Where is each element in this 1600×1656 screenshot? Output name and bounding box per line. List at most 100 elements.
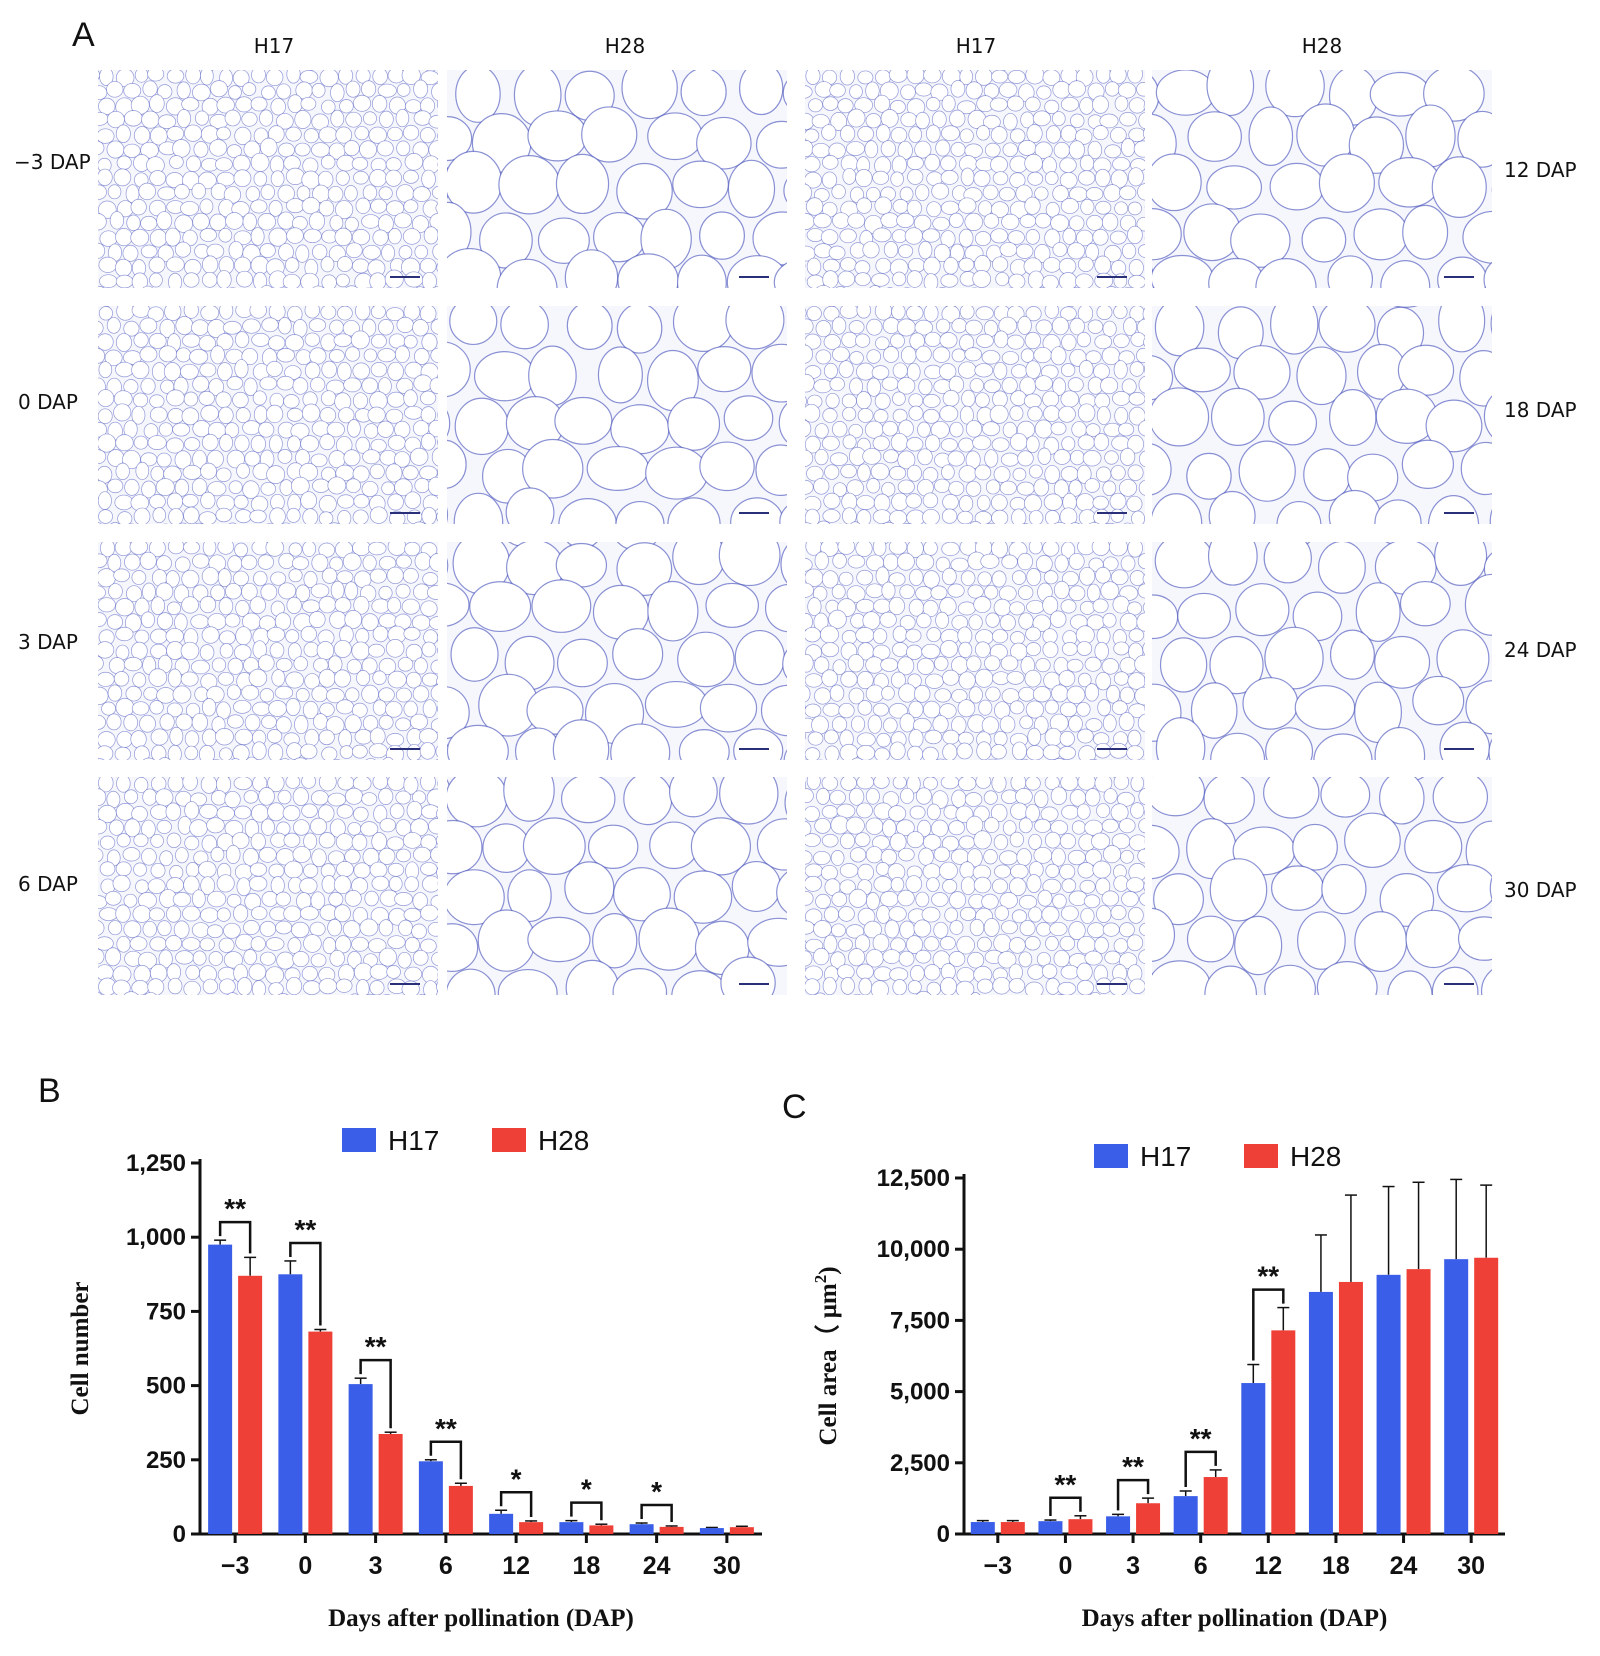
micrograph-image [447, 777, 787, 995]
panel-label-c: C [782, 1088, 807, 1126]
y-tick-label: 5,000 [890, 1379, 950, 1406]
scale-bar [1097, 748, 1127, 750]
x-tick-label: 30 [1457, 1552, 1485, 1580]
micrograph-image [447, 542, 787, 760]
bar-h28 [1068, 1519, 1093, 1534]
panel-label-b: B [38, 1072, 61, 1110]
legend-label: H28 [538, 1125, 589, 1156]
x-tick-label: 24 [1390, 1552, 1418, 1580]
y-axis-title-superscript: 2 [811, 1275, 830, 1284]
bar-h17 [970, 1522, 995, 1534]
cell-texture [1152, 777, 1492, 995]
x-tick-label: 0 [1058, 1552, 1072, 1580]
bar-h17 [559, 1522, 584, 1534]
legend-label: H17 [1140, 1141, 1191, 1172]
y-tick-label: 1,250 [126, 1150, 186, 1177]
scale-bar [390, 748, 420, 750]
x-tick-label: 0 [298, 1552, 312, 1580]
cell-texture [1152, 542, 1492, 760]
micrograph-image [805, 542, 1145, 760]
micrograph-image [805, 777, 1145, 995]
significance-bracket [1252, 1288, 1285, 1361]
significance-bracket [218, 1220, 252, 1254]
significance-bracket [1116, 1478, 1150, 1511]
row-label-18-dap: 18 DAP [1504, 398, 1577, 422]
bar-h17 [1308, 1291, 1333, 1534]
x-tick-label: 6 [1194, 1552, 1208, 1580]
legend-swatch-h28 [1244, 1144, 1278, 1168]
bar-h28 [729, 1527, 754, 1534]
legend-label: H17 [388, 1125, 439, 1156]
y-tick-label: 10,000 [877, 1236, 950, 1263]
scale-bar [1097, 276, 1127, 278]
legend-swatch-h28 [492, 1128, 526, 1152]
micrograph-image [1152, 777, 1492, 995]
bar-h28 [308, 1331, 333, 1534]
y-tick-label: 500 [146, 1373, 186, 1400]
bar-h17 [1241, 1383, 1266, 1534]
x-tick-label: 6 [439, 1552, 453, 1580]
scale-bar [1444, 276, 1474, 278]
row-label-24-dap: 24 DAP [1504, 638, 1577, 662]
micrograph-image [98, 70, 438, 288]
cell-texture [1152, 306, 1492, 524]
x-axis-title: Days after pollination (DAP) [1082, 1605, 1388, 1632]
bar-h28 [1136, 1503, 1161, 1534]
row-label-30-dap: 30 DAP [1504, 878, 1577, 902]
significance-label: ** [435, 1413, 457, 1444]
x-tick-label: −3 [221, 1552, 250, 1580]
legend-swatch-h17 [342, 1128, 376, 1152]
bar-h28 [1406, 1269, 1431, 1534]
y-tick-label: 7,500 [890, 1307, 950, 1334]
scale-bar [390, 983, 420, 985]
y-tick-label: 250 [146, 1447, 186, 1474]
x-tick-label: 24 [643, 1552, 671, 1580]
significance-label: * [511, 1463, 522, 1494]
bar-h28 [378, 1433, 403, 1534]
micrograph-image [447, 70, 787, 288]
scale-bar [1444, 512, 1474, 514]
x-tick-label: −3 [984, 1552, 1013, 1580]
x-tick-label: 3 [1126, 1552, 1140, 1580]
row-label-12-dap: 12 DAP [1504, 158, 1577, 182]
bar-h17 [208, 1244, 233, 1534]
scale-bar [739, 276, 769, 278]
significance-label: ** [365, 1331, 387, 1362]
micrograph-image [98, 777, 438, 995]
x-tick-label: 30 [713, 1552, 741, 1580]
significance-bracket [640, 1503, 673, 1522]
cell-texture [805, 777, 1145, 995]
row-label-6-dap: 6 DAP [18, 872, 78, 896]
bar-h28 [659, 1526, 684, 1534]
y-tick-label: 0 [173, 1521, 186, 1548]
cell-texture [447, 542, 787, 760]
bar-h28 [1474, 1257, 1499, 1534]
significance-bracket [1049, 1496, 1082, 1517]
significance-label: ** [1055, 1469, 1077, 1500]
scale-bar [1097, 983, 1127, 985]
cell-number-chart: 0 250 500 750 1,000 1,250 −3 ** 0 ** 3 ** 6 ** 12 * 18 * 2… [67, 1125, 762, 1632]
micrograph-image [98, 306, 438, 524]
y-axis-title: Cell area（ μm2) [811, 1266, 842, 1445]
significance-label: ** [294, 1214, 316, 1245]
y-axis-title-close: ) [815, 1266, 842, 1274]
bar-h17 [489, 1513, 514, 1534]
bar-h17 [1106, 1516, 1131, 1534]
micrograph-image [805, 70, 1145, 288]
micrograph-image [1152, 306, 1492, 524]
legend-swatch-h17 [1094, 1144, 1128, 1168]
micrograph-image [1152, 542, 1492, 760]
y-tick-label: 12,500 [877, 1165, 950, 1192]
scale-bar [739, 748, 769, 750]
y-tick-label: 2,500 [890, 1450, 950, 1477]
scale-bar [739, 512, 769, 514]
bar-h17 [278, 1274, 303, 1534]
cell-texture [98, 70, 438, 288]
row-label-3-dap: 3 DAP [18, 630, 78, 654]
cell-texture [805, 306, 1145, 524]
cell-texture [1152, 70, 1492, 288]
y-axis-title-text: Cell area（ μm [813, 1283, 842, 1445]
column-header-h28-right: H28 [1301, 34, 1343, 58]
scale-bar [390, 276, 420, 278]
